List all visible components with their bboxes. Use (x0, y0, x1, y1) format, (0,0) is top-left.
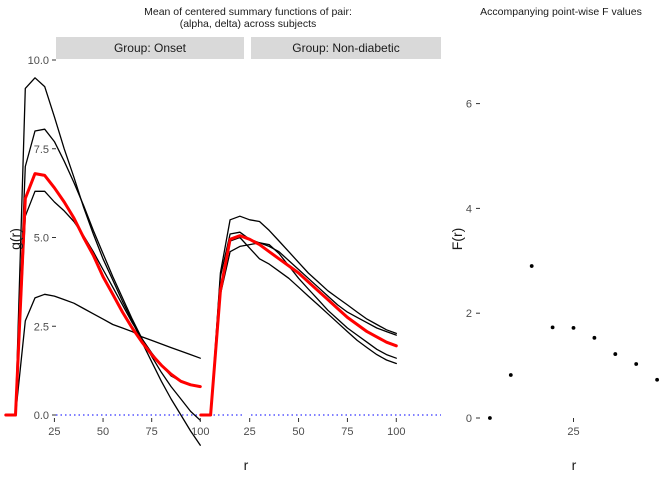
f-value-point (488, 416, 492, 420)
right-y-tick-label: 2 (466, 308, 472, 320)
subject-series-line-nondiabetic (200, 242, 397, 416)
left-y-tick-label: 0.0 (34, 410, 49, 422)
x-tick-label-nondiabetic: 100 (387, 426, 405, 438)
subject-series-line-nondiabetic (200, 215, 397, 416)
f-value-point (634, 362, 639, 366)
facet-strip-onset-label: Group: Onset (114, 41, 187, 55)
right-y-axis-title: F(r) (449, 228, 465, 251)
right-chart-title: Accompanying point-wise F values (480, 6, 642, 18)
left-chart-subtitle: (alpha, delta) across subjects (180, 18, 317, 30)
right-y-tick-label: 6 (466, 99, 472, 111)
f-value-point (571, 325, 576, 330)
x-tick-label-onset: 100 (191, 426, 209, 438)
f-value-point (613, 352, 618, 356)
x-tick-label-onset: 25 (48, 426, 60, 438)
right-points (488, 264, 659, 420)
left-y-axis-title: g(r) (7, 228, 23, 250)
x-tick-label-nondiabetic: 50 (292, 426, 304, 438)
x-tick-label-onset: 75 (146, 426, 158, 438)
left-x-axis-title: r (244, 457, 249, 473)
right-y-tick-label: 0 (466, 413, 472, 425)
subject-series-line-onset (5, 77, 201, 446)
f-value-point (592, 335, 597, 340)
left-y-tick-label: 7.5 (34, 144, 49, 156)
subject-series-line-nondiabetic (200, 236, 397, 416)
subject-series-line-onset (5, 293, 201, 416)
left-y-tick-label: 2.5 (34, 321, 49, 333)
left-axes: 0.0 2.5 5.0 7.5 10.0 (28, 55, 56, 422)
panel-onset: 25 50 75 100 (4, 77, 244, 446)
x-tick-label-onset: 50 (97, 426, 109, 438)
f-value-point (655, 377, 659, 382)
right-y-tick-label: 4 (466, 203, 472, 215)
right-x-axis-title: r (572, 457, 577, 473)
right-x-tick-label: 25 (567, 426, 579, 438)
f-value-point (529, 264, 534, 268)
f-value-point (508, 373, 513, 377)
x-tick-label-nondiabetic: 25 (244, 426, 256, 438)
facet-strip-nondiabetic (251, 37, 441, 59)
right-axes: 0246255075100 (466, 99, 672, 438)
facet-strip-onset (56, 37, 244, 59)
left-y-tick-label: 10.0 (28, 55, 49, 67)
panel-nondiabetic: 25 50 75 100 (199, 215, 441, 438)
mean-series-line-onset (4, 172, 202, 417)
facet-strip-nondiabetic-label: Group: Non-diabetic (292, 41, 399, 55)
mean-series-line-nondiabetic (199, 234, 398, 417)
subject-series-line-nondiabetic (200, 231, 397, 416)
left-y-tick-label: 5.0 (34, 233, 49, 245)
f-value-point (550, 325, 555, 330)
subject-series-line-onset (5, 128, 201, 421)
left-chart-title: Mean of centered summary functions of pa… (144, 6, 352, 18)
x-tick-label-nondiabetic: 75 (341, 426, 353, 438)
subject-series-line-onset (5, 190, 201, 416)
